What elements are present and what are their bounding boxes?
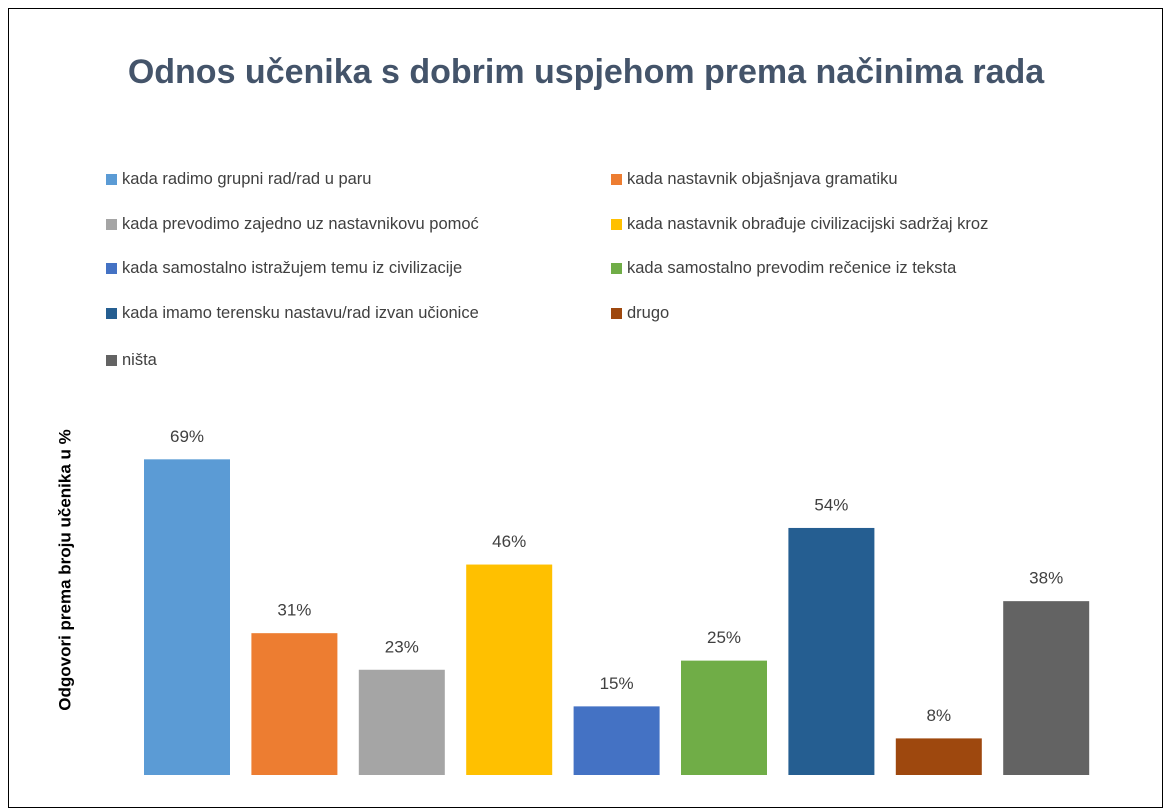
legend-item: kada prevodimo zajedno uz nastavnikovu p… [106,215,479,234]
bar [788,527,875,775]
legend-swatch [611,308,622,319]
data-label: 23% [385,637,419,656]
legend-item: kada radimo grupni rad/rad u paru [106,170,371,189]
legend-label: drugo [627,304,670,322]
legend-item: kada nastavnik obrađuje civilizacijski s… [611,215,988,234]
legend-swatch [611,219,622,230]
bar [358,669,445,775]
chart-title: Odnos učenika s dobrim uspjehom prema na… [127,53,1045,91]
bar [144,459,230,775]
legend-swatch [611,263,622,274]
data-label: 69% [170,427,204,446]
data-label: 8% [927,706,952,725]
legend-swatch [611,174,622,185]
legend-item: kada samostalno prevodim rečenice iz tek… [611,259,956,278]
data-label: 46% [492,532,526,551]
legend-swatch [106,308,117,319]
legend-label: kada imamo terensku nastavu/rad izvan uč… [122,304,479,322]
legend-item: kada nastavnik objašnjava gramatiku [611,170,898,189]
data-label: 38% [1029,569,1063,588]
legend-item: kada imamo terensku nastavu/rad izvan uč… [106,304,479,323]
y-axis-label: Odgovori prema broju učenika u % [55,429,74,711]
legend-item: ništa [106,351,157,370]
data-label: 25% [707,628,741,647]
legend-label: kada nastavnik obrađuje civilizacijski s… [627,215,989,233]
bar [681,660,767,775]
data-label: 31% [277,601,311,620]
legend-label: kada prevodimo zajedno uz nastavnikovu p… [122,215,479,233]
legend-swatch [106,174,117,185]
bar [1003,601,1090,775]
legend-label: kada radimo grupni rad/rad u paru [122,170,372,188]
legend-label: kada samostalno prevodim rečenice iz tek… [627,259,957,277]
legend-swatch [106,355,117,366]
bar [573,706,660,775]
data-label: 15% [600,674,634,693]
bar [251,633,338,775]
bar [466,564,553,775]
legend-item: kada samostalno istražujem temu iz civil… [106,259,462,278]
legend-label: kada samostalno istražujem temu iz civil… [122,259,463,277]
legend-label: kada nastavnik objašnjava gramatiku [627,170,898,188]
legend-label: ništa [122,351,157,369]
legend-item: drugo [611,304,669,323]
legend-swatch [106,263,117,274]
data-label: 54% [814,495,848,514]
bar [895,738,982,775]
legend-swatch [106,219,117,230]
